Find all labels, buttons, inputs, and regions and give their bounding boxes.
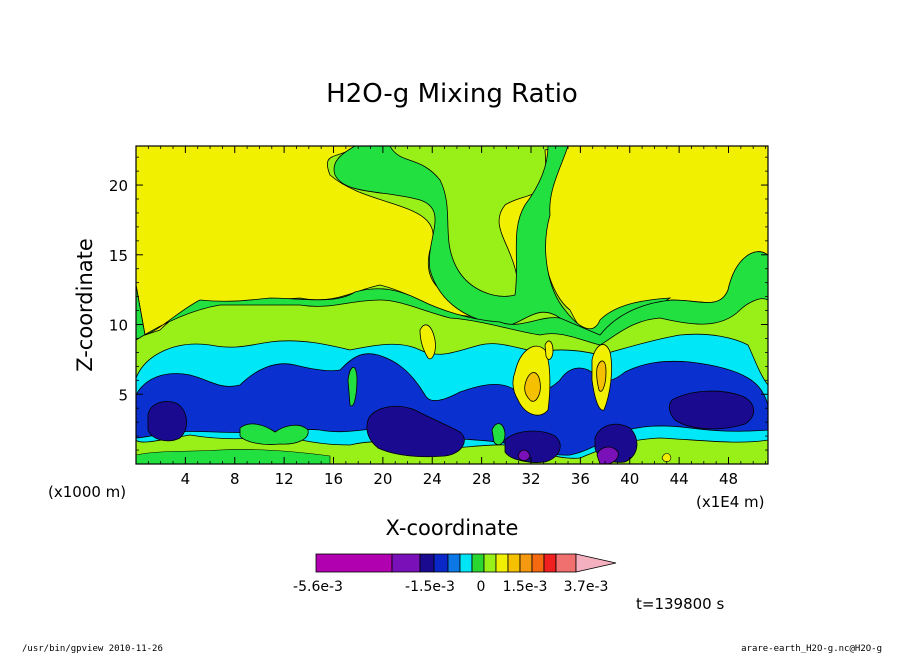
colorbar-tick-label: 0: [477, 579, 486, 595]
darkblue-patch-5: [668, 390, 755, 430]
orange-plume-1: [524, 372, 541, 402]
green-streak-3: [491, 423, 506, 446]
colorbar-swatch: [471, 553, 485, 573]
yellow-plume-4: [544, 340, 554, 360]
green-streak-1: [347, 366, 358, 407]
x-tick-label: 48: [719, 470, 738, 488]
y-tick-label: 10: [109, 317, 128, 335]
y-tick-label: 5: [118, 386, 128, 404]
x-axis: 4 8 12 16 20 24 28 32 36 40 44 48: [147, 146, 766, 488]
x-tick-label: 44: [670, 470, 689, 488]
footer-left: /usr/bin/gpview 2010-11-26: [22, 644, 163, 654]
colorbar-swatch: [531, 553, 545, 573]
x-tick-label: 12: [275, 470, 294, 488]
x-tick-label: 32: [521, 470, 540, 488]
x-tick-label: 8: [230, 470, 240, 488]
footer-right: arare-earth_H2O-g.nc@H2O-g: [741, 644, 882, 654]
y-unit-note: (x1000 m): [48, 483, 126, 501]
x-tick-label: 4: [181, 470, 191, 488]
darkblue-patch-3: [504, 430, 561, 463]
y-tick-label: 20: [109, 177, 128, 195]
colorbar-swatch: [543, 553, 557, 573]
x-tick-label: 36: [571, 470, 590, 488]
colorbar-tick-label: 1.5e-3: [503, 579, 548, 595]
colorbar-tick-label: -5.6e-3: [293, 579, 343, 595]
colorbar-swatch: [391, 553, 421, 573]
chart-title: H2O-g Mixing Ratio: [326, 79, 578, 109]
purple-patch-2: [517, 449, 531, 461]
plot-frame: [135, 145, 769, 465]
colorbar-swatch: [315, 553, 393, 573]
x-tick-label: 40: [620, 470, 639, 488]
green-streak-2: [239, 423, 309, 445]
colorbar-ticks: -5.6e-3 -1.5e-3 0 1.5e-3 3.7e-3: [293, 579, 608, 595]
x-tick-label: 16: [324, 470, 343, 488]
colorbar-swatch: [447, 553, 461, 573]
colorbar-swatch: [459, 553, 473, 573]
colorbar: [315, 553, 617, 573]
x-axis-label: X-coordinate: [386, 516, 519, 540]
colorbar-arrow: [575, 553, 617, 573]
colorbar-swatch: [555, 553, 577, 573]
colorbar-swatch: [519, 553, 533, 573]
time-label: t=139800 s: [636, 595, 724, 613]
green-bottom-strip: [136, 449, 331, 464]
colorbar-swatch: [433, 553, 449, 573]
darkblue-patch-1: [147, 401, 187, 442]
yellow-dot-1: [661, 453, 672, 463]
colorbar-tick-label: -1.5e-3: [405, 579, 455, 595]
colorbar-swatch: [419, 553, 435, 573]
upper-green-tongue: [333, 146, 672, 342]
x-unit-note: (x1E4 m): [696, 493, 765, 511]
x-tick-label: 24: [423, 470, 442, 488]
y-axis-label: Z-coordinate: [73, 238, 97, 372]
x-tick-label: 20: [373, 470, 392, 488]
purple-patch-1: [596, 446, 619, 464]
yellow-plume-3: [419, 324, 436, 360]
x-tick-label: 28: [472, 470, 491, 488]
y-tick-label: 15: [109, 247, 128, 265]
orange-plume-2: [596, 360, 607, 392]
colorbar-swatch: [483, 553, 497, 573]
colorbar-tick-label: 3.7e-3: [564, 579, 609, 595]
colorbar-swatch: [495, 553, 509, 573]
y-axis: 5 10 15 20: [109, 156, 768, 451]
contour-field: [136, 146, 768, 464]
colorbar-swatch: [507, 553, 521, 573]
darkblue-patch-2: [366, 406, 465, 458]
